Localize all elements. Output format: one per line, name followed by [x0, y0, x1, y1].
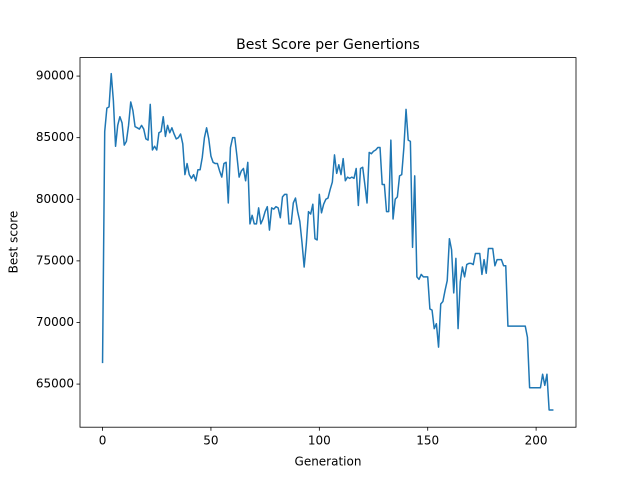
data-line	[101, 72, 554, 411]
y-tick-label: 85000	[36, 130, 74, 144]
x-tick-label: 150	[416, 434, 439, 448]
y-tick-label: 70000	[36, 315, 74, 329]
x-tick-label: 0	[99, 434, 107, 448]
x-tick-label: 50	[203, 434, 218, 448]
x-tick-label: 200	[525, 434, 548, 448]
y-tick-label: 90000	[36, 69, 74, 83]
y-tick-label: 65000	[36, 377, 74, 391]
plot-frame	[79, 57, 577, 428]
x-tick-label: 100	[308, 434, 331, 448]
y-tick-label: 80000	[36, 192, 74, 206]
y-tick-label: 75000	[36, 253, 74, 267]
y-axis-label: Best score	[7, 211, 21, 274]
chart-title: Best Score per Genertions	[236, 37, 420, 53]
x-axis-label: Generation	[295, 455, 362, 469]
